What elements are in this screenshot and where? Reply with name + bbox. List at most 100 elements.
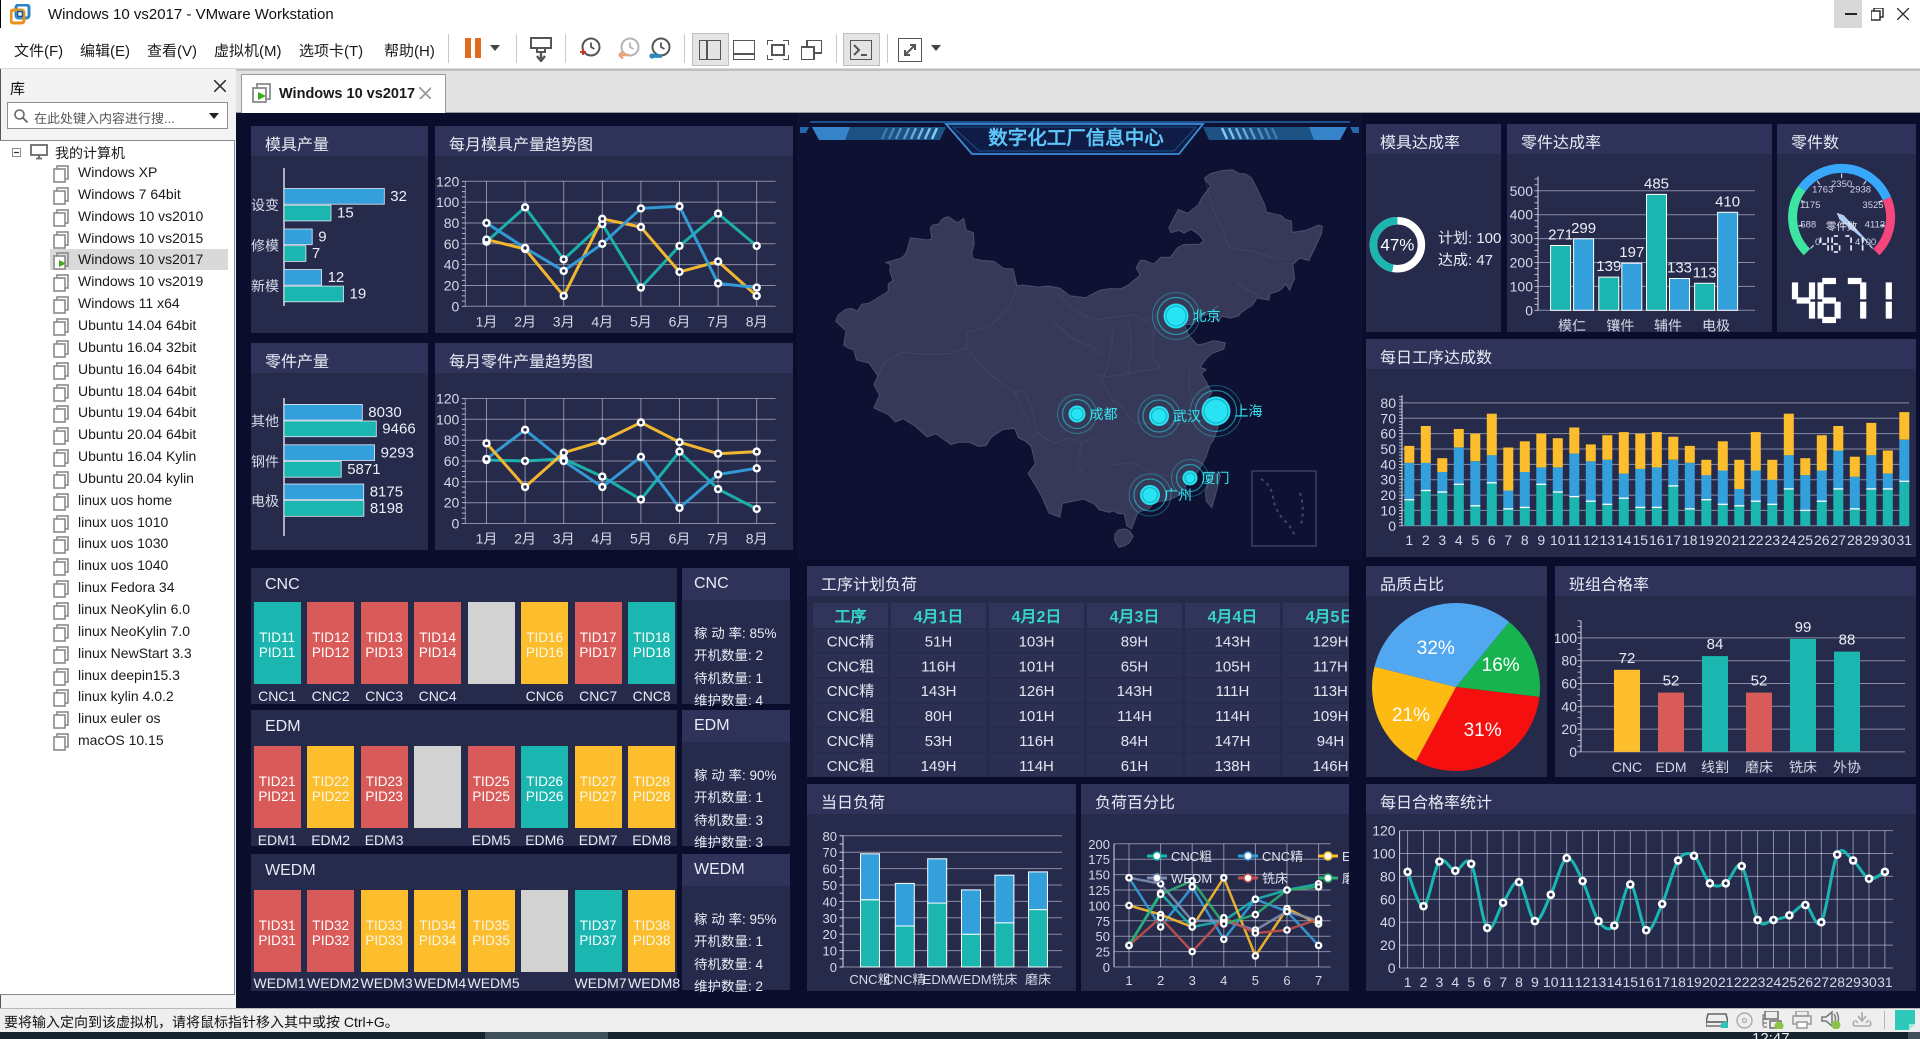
svg-text:113H: 113H [1313,683,1348,700]
svg-text:其他: 其他 [251,413,279,429]
svg-text:1: 1 [1125,973,1132,988]
svg-text:6月: 6月 [669,531,691,547]
svg-text:20: 20 [1380,487,1396,503]
svg-text:100: 100 [1088,898,1110,913]
svg-text:9: 9 [1531,974,1539,990]
svg-text:24: 24 [1766,974,1782,990]
svg-text:2: 2 [1157,973,1164,988]
svg-text:17: 17 [1666,532,1682,548]
svg-text:20: 20 [444,278,460,294]
svg-text:40: 40 [823,894,837,909]
svg-text:4月: 4月 [591,313,613,329]
svg-text:EDM: EDM [1655,759,1686,775]
svg-text:105H: 105H [1215,658,1251,675]
svg-text:22: 22 [1748,532,1764,548]
svg-text:50: 50 [823,878,837,893]
svg-text:28: 28 [1847,532,1863,548]
svg-text:外协: 外协 [1833,759,1861,775]
svg-text:75: 75 [1096,914,1110,929]
svg-text:485: 485 [1644,175,1669,192]
svg-text:0: 0 [1525,302,1533,318]
svg-text:15: 15 [1633,532,1649,548]
svg-text:武汉: 武汉 [1173,408,1201,424]
svg-text:12: 12 [1575,974,1591,990]
svg-text:CNC粗: CNC粗 [827,708,875,725]
svg-text:27: 27 [1831,532,1847,548]
svg-text:80: 80 [444,215,460,231]
svg-text:数字化工厂信息中心: 数字化工厂信息中心 [988,128,1164,150]
svg-text:铣床: 铣床 [991,972,1017,987]
svg-text:13: 13 [1591,974,1607,990]
svg-text:21: 21 [1718,974,1734,990]
svg-text:CNC精: CNC精 [827,634,875,651]
svg-text:上海: 上海 [1235,403,1263,419]
svg-text:80: 80 [1380,868,1396,884]
svg-text:8175: 8175 [370,484,403,501]
svg-text:6月: 6月 [669,313,691,329]
svg-text:114H: 114H [1215,708,1250,725]
svg-text:1: 1 [1405,532,1413,548]
svg-text:10: 10 [1543,974,1559,990]
svg-text:400: 400 [1510,207,1534,223]
svg-text:80: 80 [1380,395,1396,411]
svg-text:15: 15 [1623,974,1639,990]
svg-text:133: 133 [1667,260,1692,277]
svg-text:CNC粗: CNC粗 [827,658,875,675]
svg-text:30: 30 [1380,472,1396,488]
svg-text:18: 18 [1682,532,1698,548]
svg-text:12: 12 [1583,532,1599,548]
svg-text:线割: 线割 [1701,759,1729,775]
svg-text:11: 11 [1559,974,1574,990]
svg-text:8月: 8月 [746,313,768,329]
svg-text:25: 25 [1096,945,1110,960]
svg-text:磨床: 磨床 [1025,972,1051,987]
svg-text:3525: 3525 [1862,200,1883,211]
svg-text:电极: 电极 [251,493,279,509]
svg-text:4: 4 [1455,532,1463,548]
svg-text:8月: 8月 [746,531,768,547]
svg-text:北京: 北京 [1193,308,1221,324]
svg-text:70: 70 [1380,410,1396,426]
svg-text:101H: 101H [1019,708,1055,725]
svg-text:12: 12 [328,269,345,286]
svg-text:88: 88 [1839,632,1856,649]
svg-text:100: 100 [1372,846,1396,862]
svg-text:14: 14 [1616,532,1632,548]
svg-text:3月: 3月 [553,531,575,547]
svg-text:60: 60 [1380,891,1396,907]
svg-text:9293: 9293 [381,444,414,461]
svg-text:500: 500 [1510,183,1534,199]
svg-text:29: 29 [1864,532,1880,548]
svg-text:4: 4 [1220,973,1227,988]
svg-text:铣床: 铣床 [1789,759,1817,775]
svg-text:26: 26 [1814,532,1830,548]
svg-text:达成: 47: 达成: 47 [1438,252,1493,269]
svg-text:80: 80 [444,432,460,448]
svg-text:149H: 149H [921,758,957,775]
svg-text:80: 80 [823,829,837,844]
svg-text:3月: 3月 [553,313,575,329]
svg-text:117H: 117H [1313,658,1348,675]
svg-text:28: 28 [1829,974,1845,990]
svg-text:20: 20 [1715,532,1731,548]
svg-text:磨床: 磨床 [1745,759,1773,775]
svg-text:2: 2 [1422,532,1430,548]
svg-text:51H: 51H [925,634,953,651]
svg-text:61H: 61H [1121,758,1149,775]
svg-text:5月: 5月 [630,531,652,547]
svg-text:零件数: 零件数 [1826,221,1858,233]
svg-text:16: 16 [1649,532,1665,548]
svg-text:0: 0 [452,298,460,314]
svg-text:271: 271 [1548,227,1573,244]
svg-text:CNC精: CNC精 [827,733,875,750]
svg-text:30: 30 [823,911,837,926]
svg-text:10: 10 [1380,502,1396,518]
svg-text:50: 50 [1380,441,1396,457]
svg-text:新模: 新模 [251,278,279,294]
svg-text:1月: 1月 [476,313,498,329]
svg-text:32%: 32% [1417,638,1455,659]
svg-text:3: 3 [1189,973,1196,988]
svg-text:14: 14 [1607,974,1623,990]
svg-text:CNC: CNC [1612,759,1642,775]
svg-text:5871: 5871 [347,461,380,478]
